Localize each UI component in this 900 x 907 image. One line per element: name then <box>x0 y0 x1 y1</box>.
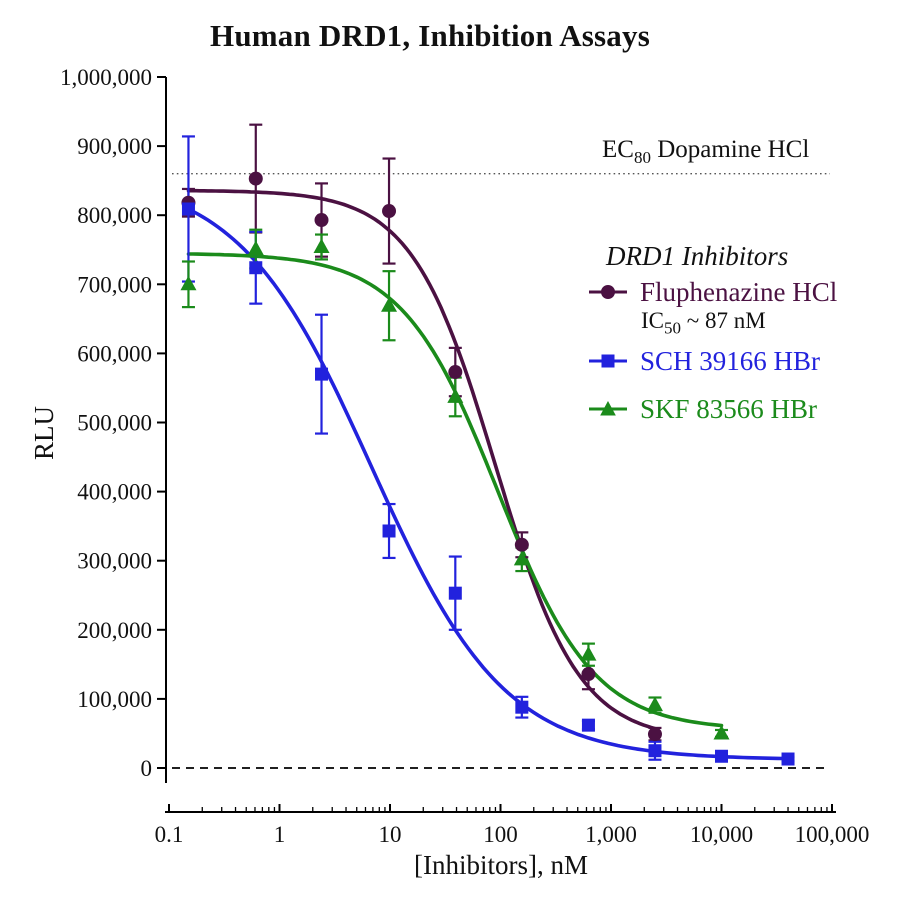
data-point-triangle-skf-83566-hbr <box>313 238 330 253</box>
data-point-square-sch-39166-hbr <box>648 744 662 758</box>
data-point-circle-fluphenazine-hcl <box>448 365 463 380</box>
legend-marker-triangle-icon <box>589 400 627 416</box>
data-point-triangle-skf-83566-hbr <box>580 646 597 661</box>
y-tick-label: 500,000 <box>77 411 152 436</box>
y-tick-label: 0 <box>141 756 153 781</box>
legend-label-fluphenazine: Fluphenazine HCl <box>640 277 838 307</box>
y-tick-label: 200,000 <box>77 618 152 643</box>
data-point-triangle-skf-83566-hbr <box>513 550 530 566</box>
data-point-square-sch-39166-hbr <box>382 524 396 538</box>
data-point-square-sch-39166-hbr <box>249 261 263 275</box>
data-point-circle-fluphenazine-hcl <box>314 213 329 228</box>
legend-title: DRD1 Inhibitors <box>606 241 789 271</box>
x-tick-label: 1,000 <box>585 822 637 847</box>
legend-label-skf83566: SKF 83566 HBr <box>640 394 818 424</box>
x-tick-label: 100,000 <box>795 822 870 847</box>
y-axis-title: RLU <box>29 406 59 460</box>
ic50-note: IC50 ~ 87 nM <box>641 308 766 339</box>
data-point-circle-fluphenazine-hcl <box>248 171 263 186</box>
x-tick-label: 0.1 <box>155 822 184 847</box>
legend-item-skf83566: SKF 83566 HBr <box>588 393 817 425</box>
legend-marker-square-icon <box>589 354 627 368</box>
data-point-square-sch-39166-hbr <box>715 749 728 763</box>
data-point-circle-fluphenazine-hcl <box>647 727 662 742</box>
x-axis-title: [Inhibitors], nM <box>414 850 588 880</box>
x-tick-label: 10,000 <box>690 822 753 847</box>
y-tick-label: 800,000 <box>77 203 152 228</box>
ic50-note-suffix: ~ 87 nM <box>681 308 766 333</box>
y-tick-label: 900,000 <box>77 134 152 159</box>
data-point-square-sch-39166-hbr <box>581 718 595 732</box>
data-point-square-sch-39166-hbr <box>448 586 462 600</box>
y-tick-label: 300,000 <box>77 549 152 574</box>
fit-curve-sch-39166-hbr <box>186 207 790 761</box>
legend-label-sch39166: SCH 39166 HBr <box>640 346 821 376</box>
data-point-circle-fluphenazine-hcl <box>581 667 596 682</box>
data-point-triangle-skf-83566-hbr <box>447 388 464 403</box>
y-tick-label: 700,000 <box>77 272 152 297</box>
data-point-triangle-skf-83566-hbr <box>381 297 398 312</box>
data-point-square-sch-39166-hbr <box>315 367 329 381</box>
data-point-triangle-skf-83566-hbr <box>646 696 663 712</box>
ec80-label-suffix: Dopamine HCl <box>650 136 810 163</box>
legend-item-fluphenazine: Fluphenazine HCl <box>588 276 837 308</box>
x-tick-label: 100 <box>483 822 518 847</box>
data-point-circle-fluphenazine-hcl <box>514 537 529 552</box>
x-tick-label: 10 <box>379 822 402 847</box>
ec80-label-subscript: 80 <box>633 148 651 167</box>
fit-curve-fluphenazine-hcl <box>186 188 657 731</box>
data-point-triangle-skf-83566-hbr <box>247 240 264 256</box>
y-tick-label: 400,000 <box>77 480 152 505</box>
legend-marker-circle-icon <box>589 285 627 299</box>
ic50-note-subscript: 50 <box>664 318 681 338</box>
y-tick-label: 100,000 <box>77 687 152 712</box>
x-tick-label: 1 <box>274 822 286 847</box>
data-point-square-sch-39166-hbr <box>515 700 529 714</box>
y-tick-label: 600,000 <box>77 341 152 366</box>
y-tick-label: 1,000,000 <box>60 65 152 90</box>
ec80-label-prefix: EC <box>602 136 634 163</box>
legend-item-sch39166: SCH 39166 HBr <box>588 345 820 377</box>
page-title: Human DRD1, Inhibition Assays <box>210 18 650 53</box>
data-point-square-sch-39166-hbr <box>181 202 195 216</box>
data-point-triangle-skf-83566-hbr <box>180 275 197 291</box>
data-point-square-sch-39166-hbr <box>781 752 795 766</box>
ic50-note-prefix: IC <box>641 308 664 333</box>
data-point-triangle-skf-83566-hbr <box>713 724 730 740</box>
data-point-circle-fluphenazine-hcl <box>382 204 397 219</box>
ec80-reference-label: EC80 Dopamine HCl <box>602 136 809 168</box>
